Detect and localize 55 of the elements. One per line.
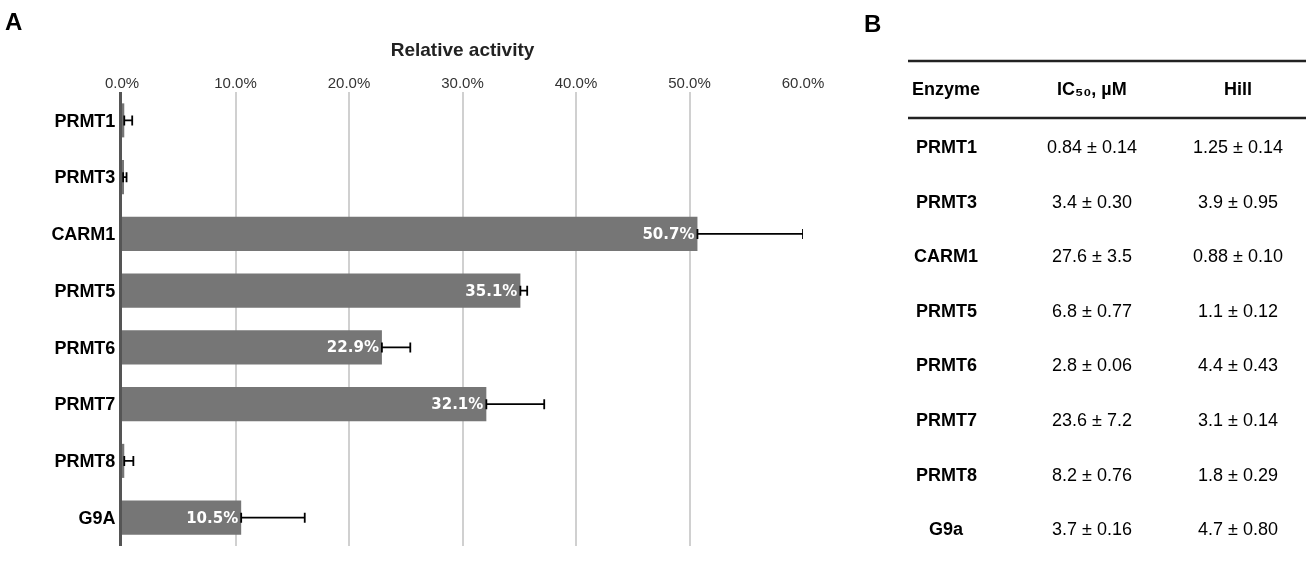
x-tick-label: 0.0%	[104, 74, 140, 91]
text: IC₅₀, µM	[1057, 79, 1127, 99]
y-tick-label: PRMT3	[54, 167, 116, 188]
text: 1.25 ± 0.14	[1193, 137, 1283, 157]
bar	[122, 387, 487, 422]
text: 3.4 ± 0.30	[1052, 192, 1132, 212]
data-label: 32.1%	[431, 395, 484, 414]
text: PRMT7	[916, 410, 978, 430]
text: Enzyme	[912, 79, 981, 99]
text: PRMT6	[916, 355, 978, 375]
text: 1.8 ± 0.29	[1198, 465, 1278, 485]
text: PRMT1	[916, 137, 978, 157]
text: B	[864, 10, 882, 37]
text: CARM1	[914, 246, 979, 266]
bar	[122, 330, 382, 365]
text: 0.88 ± 0.10	[1193, 246, 1283, 266]
x-tick-label: 60.0%	[781, 74, 825, 91]
y-tick-label: CARM1	[51, 224, 116, 245]
y-tick-label: PRMT6	[54, 337, 116, 358]
bar	[122, 216, 698, 251]
data-label: 10.5%	[186, 508, 239, 527]
bar	[122, 500, 242, 535]
y-tick-label: G9A	[78, 507, 116, 528]
bar	[122, 273, 521, 308]
x-tick-label: 30.0%	[441, 74, 484, 91]
text: 2.8 ± 0.06	[1052, 355, 1132, 375]
text: PRMT8	[916, 465, 978, 485]
text: PRMT3	[916, 192, 978, 212]
text: Hill	[1224, 79, 1253, 99]
x-tick-label: 10.0%	[214, 74, 257, 91]
data-label: 50.7%	[642, 224, 695, 243]
text: G9a	[929, 519, 965, 539]
text: 0.84 ± 0.14	[1047, 137, 1137, 157]
data-label: 22.9%	[326, 338, 379, 357]
y-tick-label: PRMT8	[54, 451, 116, 472]
text: 3.9 ± 0.95	[1198, 192, 1278, 212]
x-tick-label: 40.0%	[554, 74, 598, 91]
chart-title: A	[5, 8, 23, 35]
text: 8.2 ± 0.76	[1052, 465, 1132, 485]
text: 23.6 ± 7.2	[1052, 410, 1132, 430]
text: 1.1 ± 0.12	[1198, 301, 1278, 321]
text: 4.7 ± 0.80	[1198, 519, 1278, 539]
y-tick-label: PRMT7	[54, 394, 116, 415]
x-tick-label: 50.0%	[668, 74, 711, 91]
y-tick-label: PRMT1	[54, 110, 116, 131]
text: 4.4 ± 0.43	[1198, 355, 1278, 375]
x-axis-title: Relative activity	[390, 38, 535, 60]
text: 3.1 ± 0.14	[1198, 410, 1278, 430]
x-tick-label: 20.0%	[327, 74, 371, 91]
text: 6.8 ± 0.77	[1052, 301, 1132, 321]
data-label: 35.1%	[465, 281, 518, 300]
y-tick-label: PRMT5	[54, 280, 116, 301]
text: 27.6 ± 3.5	[1052, 246, 1132, 266]
text: PRMT5	[916, 301, 978, 321]
text: 3.7 ± 0.16	[1052, 519, 1132, 539]
